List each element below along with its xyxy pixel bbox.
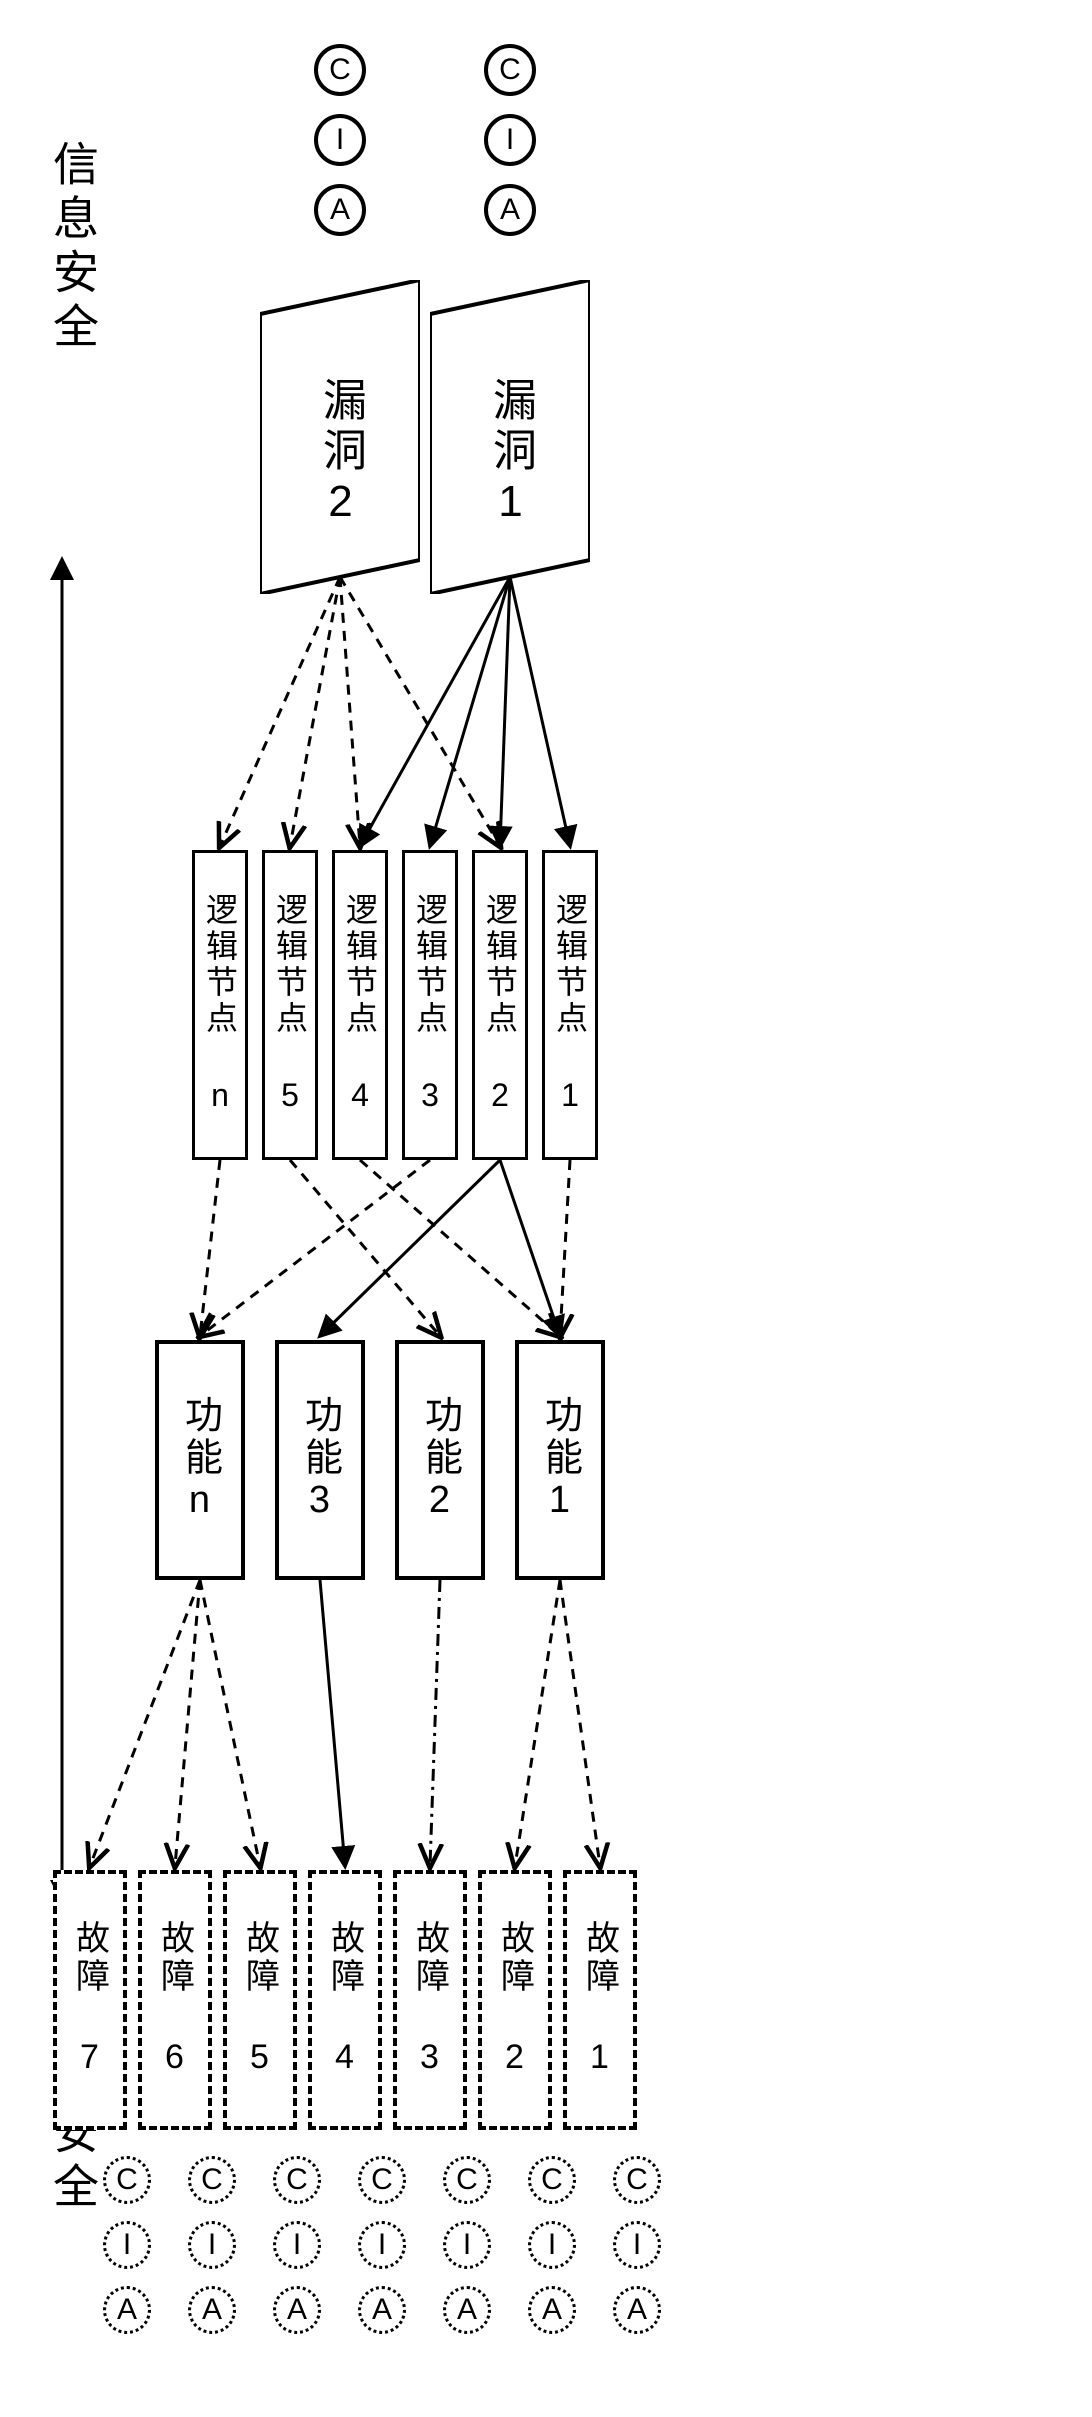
cia-dotted-a-ft4: A	[358, 2286, 406, 2334]
function-f3: 功能3	[275, 1340, 365, 1580]
edge-v1-l4	[360, 577, 510, 846]
cia-dotted-c-ft1: C	[613, 2156, 661, 2204]
vulnerability-label-v1: 漏洞1	[486, 344, 534, 564]
fault-ft4: 故障 4	[308, 1870, 382, 2130]
cia-dotted-i-ft5: I	[273, 2221, 321, 2269]
edge-l4-f1	[360, 1160, 560, 1336]
cia-dotted-a-ft5: A	[273, 2286, 321, 2334]
cia-dotted-c-ft2: C	[528, 2156, 576, 2204]
logic-node-l5: 逻辑节点 5	[262, 850, 318, 1160]
edge-v2-l6	[220, 577, 340, 846]
edge-l2-f1	[500, 1160, 560, 1336]
edge-v1-l2	[500, 577, 510, 846]
logic-node-l3: 逻辑节点 3	[402, 850, 458, 1160]
cia-dotted-a-ft3: A	[443, 2286, 491, 2334]
edge-l6-f4	[200, 1160, 220, 1336]
edge-f1-ft1	[560, 1580, 600, 1866]
cia-dotted-i-ft6: I	[188, 2221, 236, 2269]
cia-i-v2: I	[314, 114, 366, 166]
logic-node-l2: 逻辑节点 2	[472, 850, 528, 1160]
cia-dotted-a-ft6: A	[188, 2286, 236, 2334]
diagram-canvas: 信息安全 功能安全 漏洞1CIA漏洞2CIA逻辑节点 1逻辑节点 2逻辑节点 3…	[0, 0, 1092, 2417]
cia-dotted-c-ft3: C	[443, 2156, 491, 2204]
fault-ft2: 故障 2	[478, 1870, 552, 2130]
cia-dotted-i-ft7: I	[103, 2221, 151, 2269]
edge-v2-l2	[340, 577, 500, 846]
cia-dotted-c-ft4: C	[358, 2156, 406, 2204]
cia-c-v2: C	[314, 44, 366, 96]
function-f2: 功能2	[395, 1340, 485, 1580]
cia-dotted-c-ft6: C	[188, 2156, 236, 2204]
cia-dotted-i-ft1: I	[613, 2221, 661, 2269]
cia-dotted-i-ft3: I	[443, 2221, 491, 2269]
edge-v2-l4	[340, 577, 360, 846]
edge-f4-ft6	[175, 1580, 200, 1866]
function-f1: 功能1	[515, 1340, 605, 1580]
edge-f1-ft2	[515, 1580, 560, 1866]
cia-a-v2: A	[314, 184, 366, 236]
cia-a-v1: A	[484, 184, 536, 236]
fault-ft3: 故障 3	[393, 1870, 467, 2130]
edge-l3-f4	[200, 1160, 430, 1336]
edge-v2-l5	[290, 577, 340, 846]
edge-f3-ft4	[320, 1580, 345, 1866]
cia-dotted-a-ft7: A	[103, 2286, 151, 2334]
vulnerability-label-v2: 漏洞2	[316, 344, 364, 564]
edge-l5-f2	[290, 1160, 440, 1336]
logic-node-l1: 逻辑节点 1	[542, 850, 598, 1160]
cia-dotted-i-ft4: I	[358, 2221, 406, 2269]
fault-ft7: 故障 7	[53, 1870, 127, 2130]
edge-f4-ft5	[200, 1580, 260, 1866]
cia-dotted-i-ft2: I	[528, 2221, 576, 2269]
fault-ft6: 故障 6	[138, 1870, 212, 2130]
cia-c-v1: C	[484, 44, 536, 96]
edge-v1-l3	[430, 577, 510, 846]
cia-dotted-c-ft5: C	[273, 2156, 321, 2204]
edge-f2-ft3	[430, 1580, 440, 1866]
logic-node-l6: 逻辑节点 n	[192, 850, 248, 1160]
cia-dotted-c-ft7: C	[103, 2156, 151, 2204]
edge-l1-f1	[560, 1160, 570, 1336]
function-f4: 功能n	[155, 1340, 245, 1580]
logic-node-l4: 逻辑节点 4	[332, 850, 388, 1160]
edge-f4-ft7	[90, 1580, 200, 1866]
fault-ft5: 故障 5	[223, 1870, 297, 2130]
label-info-security: 信息安全	[40, 140, 106, 356]
cia-dotted-a-ft1: A	[613, 2286, 661, 2334]
cia-i-v1: I	[484, 114, 536, 166]
cia-dotted-a-ft2: A	[528, 2286, 576, 2334]
edge-v1-l1	[510, 577, 570, 846]
edge-l2-f3	[320, 1160, 500, 1336]
fault-ft1: 故障 1	[563, 1870, 637, 2130]
